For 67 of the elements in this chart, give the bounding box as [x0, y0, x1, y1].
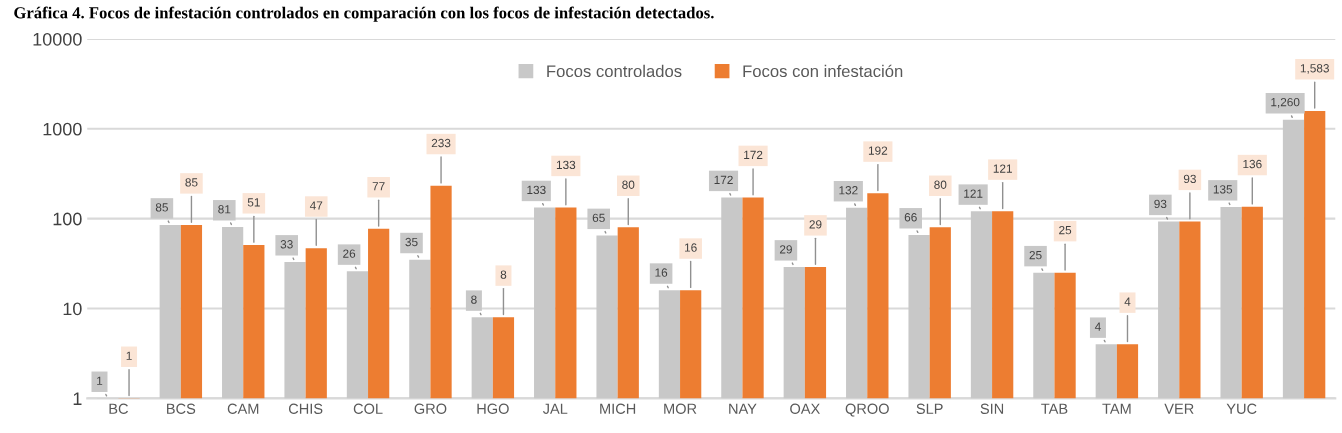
x-tick-label: CAM: [227, 403, 259, 414]
data-label: 4: [1124, 297, 1131, 306]
x-tick-label: BCS: [167, 403, 196, 414]
data-label: 133: [527, 185, 546, 195]
data-label: 93: [1183, 174, 1196, 184]
data-label: 26: [343, 249, 356, 258]
data-label: 8: [500, 270, 507, 279]
data-label: 1: [126, 351, 132, 360]
data-label: 16: [685, 243, 697, 252]
data-label: 25: [1029, 250, 1042, 260]
data-label: 172: [714, 175, 733, 184]
y-tick-label: 10000: [33, 32, 82, 46]
data-label: 4: [1094, 322, 1101, 331]
data-label: 1,583: [1300, 64, 1329, 74]
x-tick-label: TAM: [1102, 403, 1131, 414]
x-tick-label: MOR: [664, 403, 697, 414]
x-tick-label: CHIS: [288, 403, 323, 414]
x-tick-label: HGO: [477, 403, 509, 414]
data-label: 8: [471, 295, 477, 304]
data-label: 29: [779, 245, 792, 254]
y-tick-label: 1000: [43, 122, 82, 136]
x-tick-label: COL: [353, 403, 383, 414]
legend-label: Focos controlados: [547, 64, 682, 78]
data-label: 35: [405, 237, 418, 247]
data-label: 85: [185, 178, 198, 187]
data-label: 16: [655, 268, 668, 277]
x-tick-label: MICH: [600, 403, 636, 414]
data-label: 192: [868, 146, 888, 155]
data-label: 47: [309, 201, 323, 210]
data-label: 80: [934, 180, 947, 189]
x-tick-label: SLP: [916, 403, 943, 414]
x-tick-label: GRO: [414, 403, 447, 414]
data-label: 133: [556, 160, 576, 170]
data-label: 132: [839, 186, 858, 195]
x-tick-label: TAB: [1041, 403, 1068, 414]
data-label: 29: [809, 220, 822, 229]
data-label: 51: [247, 198, 260, 207]
data-label: 25: [1059, 225, 1072, 235]
x-tick-label: OAX: [790, 403, 820, 414]
y-tick-label: 1: [73, 392, 82, 405]
y-tick-label: 100: [53, 212, 82, 226]
data-label: 233: [431, 138, 451, 148]
data-label: 65: [592, 213, 605, 223]
y-tick-label: 10: [63, 302, 82, 316]
x-tick-label: VER: [1164, 403, 1194, 414]
chart-title: Gráfica 4. Focos de infestación controlados en comparación con los focos de infestación detectados.: [14, 6, 714, 22]
data-label: 33: [280, 240, 293, 249]
data-label: 121: [993, 164, 1012, 173]
data-label: 93: [1154, 199, 1167, 209]
data-label: 85: [155, 203, 168, 212]
x-tick-label: NAY: [729, 403, 757, 414]
data-label: 172: [744, 150, 763, 159]
data-label: 1: [97, 376, 103, 385]
data-label: 1,260: [1271, 98, 1300, 108]
data-label: 136: [1243, 159, 1262, 169]
x-tick-label: JAL: [542, 403, 568, 414]
data-label: 77: [372, 182, 385, 191]
x-tick-label: YUC: [1226, 403, 1257, 414]
x-tick-label: BC: [109, 403, 128, 414]
data-label: 135: [1213, 185, 1233, 194]
x-tick-label: QROO: [845, 403, 889, 417]
data-label: 121: [964, 189, 983, 198]
x-tick-label: SIN: [980, 403, 1004, 414]
data-label: 66: [904, 213, 917, 222]
data-label: 81: [218, 205, 231, 214]
data-label: 80: [622, 180, 635, 189]
legend-label: Focos con infestación: [743, 64, 903, 78]
